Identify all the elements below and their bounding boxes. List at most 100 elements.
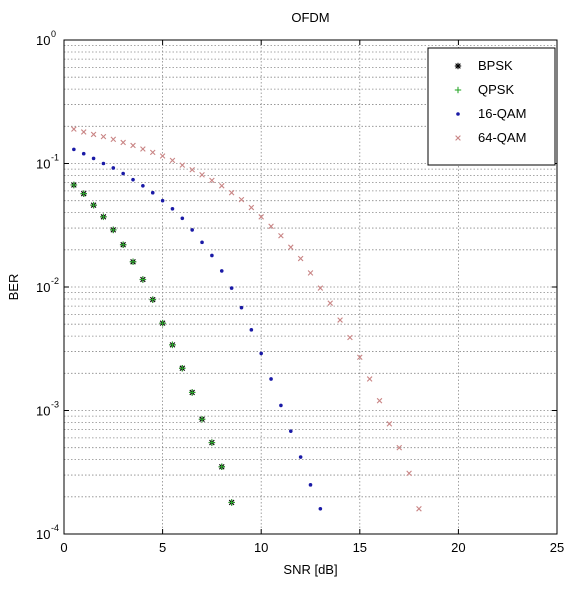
data-point-16qam: [190, 228, 194, 232]
legend-marker-glyph: [455, 135, 461, 141]
y-tick-label: 10 -3: [36, 400, 59, 419]
data-point-16qam: [279, 403, 283, 408]
data-point-64qam: [248, 204, 255, 211]
data-point-qpsk: [129, 258, 137, 265]
y-tick-exponent: -3: [51, 400, 59, 410]
data-point-16qam: [200, 240, 204, 245]
x-axis-label: SNR [dB]: [283, 562, 337, 577]
data-point-64qam: [71, 126, 77, 132]
data-point-64qam: [297, 255, 304, 262]
data-point-64qam: [238, 196, 245, 203]
y-tick-base: 10: [36, 404, 50, 419]
data-point-64qam: [307, 270, 314, 276]
x-tick-label: 0: [60, 540, 67, 555]
data-point-64qam: [416, 506, 422, 512]
data-point-16qam: [131, 177, 135, 182]
data-point-qpsk: [119, 241, 127, 248]
data-point-16qam: [269, 377, 273, 381]
data-point-64qam: [179, 162, 186, 168]
data-point-16qam: [121, 171, 125, 176]
data-point-qpsk: [100, 213, 107, 221]
data-point-qpsk: [149, 296, 156, 303]
y-tick-exponent: -2: [51, 276, 59, 286]
data-point-qpsk: [198, 416, 206, 423]
y-tick-base: 10: [36, 33, 50, 48]
data-point-16qam: [150, 190, 155, 195]
data-point-64qam: [396, 444, 403, 451]
data-point-64qam: [366, 376, 373, 382]
data-point-16qam: [308, 483, 313, 487]
y-tick-base: 10: [36, 527, 50, 542]
data-point-qpsk: [179, 365, 186, 372]
data-point-16qam: [101, 161, 106, 166]
x-tick-label: 5: [159, 540, 166, 555]
chart-title: OFDM: [291, 10, 329, 25]
data-point-16qam: [229, 286, 234, 290]
series-qpsk: [70, 181, 235, 506]
data-point-qpsk: [218, 463, 225, 471]
legend-marker-bpsk: [454, 62, 462, 70]
data-point-qpsk: [80, 190, 87, 197]
x-tick-label: 10: [254, 540, 268, 555]
data-point-16qam: [288, 429, 293, 433]
data-point-16qam: [81, 151, 86, 156]
data-point-64qam: [376, 397, 383, 404]
data-point-qpsk: [228, 499, 235, 506]
y-tick-base: 10: [36, 157, 50, 172]
data-point-64qam: [110, 136, 117, 143]
data-point-64qam: [386, 421, 393, 427]
legend-marker-glyph: [456, 112, 460, 116]
data-point-64qam: [169, 157, 176, 164]
data-point-qpsk: [169, 341, 176, 349]
data-point-qpsk: [90, 201, 97, 209]
legend-label-qpsk: QPSK: [478, 82, 514, 97]
data-point-64qam: [357, 354, 363, 361]
data-point-qpsk: [188, 389, 196, 396]
y-axis-label: BER: [6, 274, 21, 301]
legend-entry-bpsk: BPSK: [454, 58, 513, 73]
data-point-16qam: [91, 156, 96, 161]
data-point-16qam: [219, 269, 224, 273]
data-point-qpsk: [70, 181, 78, 189]
data-point-64qam: [100, 133, 107, 140]
legend-entry-64qam: 64-QAM: [455, 130, 526, 145]
legend-entry-qpsk: QPSK: [454, 82, 514, 97]
data-point-16qam: [72, 147, 76, 152]
data-point-qpsk: [159, 319, 166, 327]
data-point-16qam: [170, 206, 175, 211]
data-point-64qam: [199, 172, 205, 178]
legend-box: [427, 47, 556, 166]
data-point-64qam: [287, 244, 294, 250]
x-tick-label: 15: [353, 540, 367, 555]
data-point-16qam: [249, 328, 254, 332]
data-point-16qam: [180, 216, 185, 221]
legend-marker-16qam: [456, 112, 460, 116]
data-point-64qam: [228, 189, 235, 196]
data-point-64qam: [140, 146, 146, 152]
y-tick-label: 10 -2: [36, 276, 59, 295]
data-point-qpsk: [139, 276, 147, 283]
data-point-64qam: [337, 317, 343, 323]
y-tick-exponent: -1: [51, 153, 59, 163]
data-point-64qam: [327, 300, 334, 306]
data-point-64qam: [80, 129, 87, 135]
y-tick-base: 10: [36, 280, 50, 295]
x-tick-label: 20: [451, 540, 465, 555]
data-point-64qam: [149, 149, 156, 156]
data-point-64qam: [159, 153, 166, 159]
series-16qam: [72, 147, 323, 511]
data-point-64qam: [189, 166, 195, 173]
data-series: [70, 126, 422, 512]
data-point-16qam: [111, 166, 116, 170]
data-point-64qam: [120, 139, 126, 146]
data-point-64qam: [317, 285, 324, 291]
y-tick-label: 10 -1: [36, 153, 59, 172]
legend-marker-glyph: [454, 62, 462, 70]
data-point-16qam: [259, 351, 264, 356]
data-point-16qam: [298, 455, 303, 459]
data-point-qpsk: [110, 226, 117, 234]
legend-label-16qam: 16-QAM: [478, 106, 526, 121]
legend-label-bpsk: BPSK: [478, 58, 513, 73]
